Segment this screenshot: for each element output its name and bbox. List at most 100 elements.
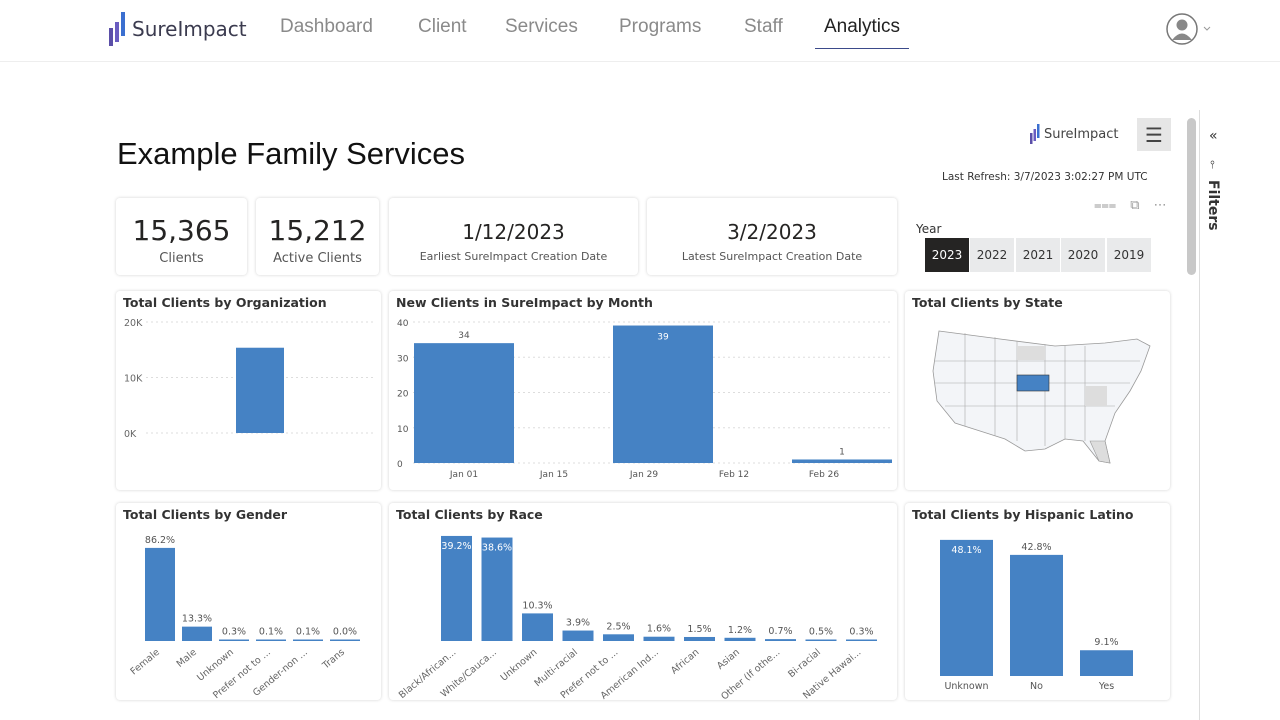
chart-gender: Total Clients by Gender 86.2% Female 13.3% M… bbox=[116, 503, 381, 701]
avatar-icon bbox=[1166, 13, 1211, 45]
kpi-label: Active Clients bbox=[273, 251, 362, 266]
bar bbox=[603, 634, 634, 641]
year-2021[interactable]: 2021 bbox=[1016, 238, 1060, 272]
filters-pane-label[interactable]: Filters bbox=[1205, 180, 1221, 231]
top-nav: SureImpact Dashboard Client Services Pro… bbox=[0, 0, 1280, 62]
nav-services[interactable]: Services bbox=[505, 16, 578, 37]
nav-analytics[interactable]: Analytics bbox=[815, 16, 910, 49]
x-tick-label: Bi-racial bbox=[786, 647, 823, 680]
nav-staff[interactable]: Staff bbox=[744, 16, 783, 37]
data-label: 0.3% bbox=[222, 627, 246, 638]
nav-client[interactable]: Client bbox=[418, 16, 467, 37]
data-label: 48.1% bbox=[951, 545, 981, 556]
bar bbox=[613, 325, 713, 463]
more-options-icon[interactable]: ⋯ bbox=[1153, 198, 1167, 213]
data-label: 0.1% bbox=[296, 627, 320, 638]
bar bbox=[256, 639, 286, 641]
bar bbox=[441, 535, 472, 641]
user-menu[interactable] bbox=[1166, 13, 1216, 51]
chart-state: Total Clients by State bbox=[905, 291, 1170, 490]
bar bbox=[293, 639, 323, 641]
gender-chart-svg: 86.2%Female13.3%Male0.3%Unknown0.1%Prefe… bbox=[129, 535, 360, 701]
bar bbox=[792, 459, 892, 463]
data-label: 39.2% bbox=[441, 541, 471, 552]
scrollbar[interactable] bbox=[1187, 118, 1196, 275]
brand-name: SureImpact bbox=[132, 17, 247, 41]
data-label: 1.5% bbox=[687, 624, 711, 635]
chart-title: Total Clients by Hispanic Latino bbox=[912, 507, 1134, 522]
race-chart-svg: 39.2%Black/African...38.6%White/Cauca...… bbox=[397, 535, 877, 702]
x-tick-label: Trans bbox=[320, 647, 347, 672]
kpi-value: 1/12/2023 bbox=[462, 220, 565, 244]
brand-logo[interactable]: SureImpact bbox=[108, 12, 247, 46]
chart-month: New Clients in SureImpact by Month 0 10 20 3… bbox=[389, 291, 897, 490]
state-highlight-nebraska bbox=[1016, 374, 1050, 392]
menu-button[interactable]: ☰ bbox=[1137, 118, 1171, 151]
last-refresh: Last Refresh: 3/7/2023 3:02:27 PM UTC bbox=[942, 171, 1148, 183]
x-tick-label: No bbox=[1030, 681, 1043, 692]
org-chart-svg: 0K 10K 20K bbox=[124, 318, 376, 440]
x-tick-label: African bbox=[669, 647, 701, 677]
x-tick-label: Jan 15 bbox=[539, 470, 568, 480]
data-label: 38.6% bbox=[482, 543, 512, 554]
y-tick-label: 40 bbox=[397, 319, 409, 329]
sureimpact-logo-icon bbox=[109, 12, 125, 46]
report-title: Example Family Services bbox=[117, 136, 465, 171]
data-label: 0.3% bbox=[849, 627, 873, 638]
bar bbox=[643, 636, 675, 641]
data-label: 3.9% bbox=[566, 618, 590, 629]
state-shaded bbox=[1017, 346, 1045, 360]
y-tick-label: 10 bbox=[397, 425, 409, 435]
bar bbox=[522, 613, 553, 641]
bar bbox=[330, 639, 360, 641]
state-shaded bbox=[1085, 386, 1107, 406]
year-2023[interactable]: 2023 bbox=[925, 238, 969, 272]
y-tick-label: 30 bbox=[397, 354, 409, 364]
bar bbox=[562, 630, 594, 641]
data-label: 13.3% bbox=[182, 614, 212, 625]
year-2022[interactable]: 2022 bbox=[970, 238, 1014, 272]
hispanic-chart-svg: 48.1% Unknown 42.8% No 9.1% Yes bbox=[940, 539, 1133, 692]
kpi-value: 15,365 bbox=[132, 214, 231, 247]
chart-title: New Clients in SureImpact by Month bbox=[396, 295, 653, 310]
nav-programs[interactable]: Programs bbox=[619, 16, 702, 37]
hamburger-icon: ☰ bbox=[1145, 122, 1163, 147]
collapse-filters-icon[interactable]: « bbox=[1209, 128, 1218, 144]
us-map[interactable] bbox=[905, 291, 1170, 490]
bar bbox=[145, 547, 175, 641]
nav-dashboard[interactable]: Dashboard bbox=[280, 16, 373, 37]
data-label: 0.0% bbox=[333, 627, 357, 638]
bar bbox=[182, 626, 212, 641]
kpi-label: Clients bbox=[159, 251, 204, 266]
data-label: 86.2% bbox=[145, 535, 175, 546]
kpi-label: Latest SureImpact Creation Date bbox=[681, 250, 863, 263]
y-tick-label: 10K bbox=[124, 374, 143, 385]
data-label: 1.2% bbox=[728, 625, 752, 636]
bar bbox=[1010, 554, 1063, 676]
bar bbox=[481, 537, 513, 641]
report-brand: SureImpact bbox=[1044, 126, 1119, 142]
x-tick-label: Unknown bbox=[499, 647, 540, 684]
data-label: 34 bbox=[458, 331, 470, 341]
kpi-label: Earliest SureImpact Creation Date bbox=[419, 250, 608, 263]
x-tick-label: Feb 26 bbox=[809, 470, 840, 480]
bar bbox=[805, 639, 837, 641]
data-label: 0.7% bbox=[768, 626, 792, 637]
data-label: 0.1% bbox=[259, 627, 283, 638]
bar bbox=[846, 639, 877, 641]
chart-title: Total Clients by Organization bbox=[123, 295, 327, 310]
year-2020[interactable]: 2020 bbox=[1061, 238, 1105, 272]
year-slicer-label: Year bbox=[916, 222, 942, 236]
x-tick-label: Yes bbox=[1098, 681, 1114, 692]
filter-icon[interactable]: ⩶ bbox=[1094, 198, 1117, 213]
filter-pane-icon: ⫯ bbox=[1210, 158, 1215, 171]
bar bbox=[219, 639, 249, 641]
focus-mode-icon[interactable]: ⧉ bbox=[1130, 198, 1140, 213]
y-tick-label: 0K bbox=[124, 429, 137, 440]
bar bbox=[414, 343, 514, 463]
bar bbox=[684, 636, 715, 641]
year-2019[interactable]: 2019 bbox=[1107, 238, 1151, 272]
florida bbox=[1089, 440, 1111, 464]
kpi-latest-date: 3/2/2023 Latest SureImpact Creation Date bbox=[647, 198, 897, 275]
data-label: 0.5% bbox=[809, 627, 833, 638]
